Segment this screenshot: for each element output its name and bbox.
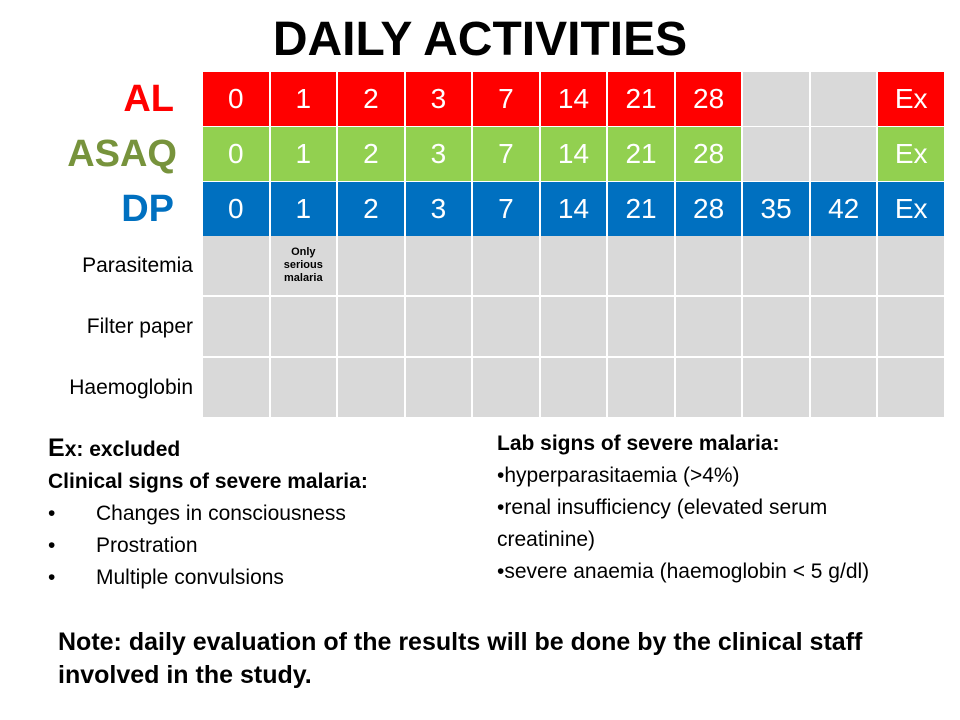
activity-cell — [608, 297, 674, 356]
activity-cell — [608, 358, 674, 417]
lab-signs-block: Lab signs of severe malaria: •hyperparas… — [497, 428, 897, 588]
arm-label-al: AL — [123, 78, 174, 120]
arm-label-asaq: ASAQ — [67, 133, 177, 175]
schedule-cell: 0 — [203, 72, 269, 126]
clinical-sign-item: Multiple convulsions — [48, 562, 468, 594]
activity-cell — [878, 297, 944, 356]
activity-cell — [878, 236, 944, 295]
activity-cell — [473, 236, 539, 295]
activity-cell — [810, 236, 877, 295]
schedule-cell: 0 — [203, 182, 269, 236]
schedule-cell: 1 — [270, 182, 337, 236]
activity-cell — [338, 297, 404, 356]
schedule-cell: Ex — [878, 182, 944, 236]
activity-cell — [878, 358, 944, 417]
activity-cell — [203, 297, 269, 356]
activity-cell — [540, 358, 607, 417]
activity-cell — [405, 358, 472, 417]
schedule-cell: 2 — [338, 127, 404, 181]
schedule-cell: 7 — [473, 72, 539, 126]
activity-cell — [405, 297, 472, 356]
clinical-sign-item: Prostration — [48, 530, 468, 562]
lab-signs-heading: Lab signs of severe malaria: — [497, 432, 780, 455]
activity-label: Filter paper — [86, 315, 193, 338]
activity-cell — [405, 236, 472, 295]
schedule-cell: 14 — [540, 182, 607, 236]
schedule-cell: 0 — [203, 127, 269, 181]
page-title: DAILY ACTIVITIES — [272, 13, 688, 66]
activity-cell — [473, 297, 539, 356]
schedule-cell: 35 — [743, 182, 809, 236]
schedule-cell: 14 — [540, 72, 607, 126]
schedule-cell: 2 — [338, 182, 404, 236]
schedule-cell: 28 — [675, 182, 742, 236]
activity-cell — [338, 236, 404, 295]
activity-cell — [675, 297, 742, 356]
activity-grid: Only serious malaria — [203, 236, 944, 417]
schedule-cell: 7 — [473, 182, 539, 236]
schedule-cell: 42 — [810, 182, 877, 236]
ex-key: E — [48, 434, 65, 462]
ex-definition: x: excluded — [64, 438, 181, 461]
activity-cell — [743, 297, 809, 356]
schedule-cell: 3 — [405, 72, 472, 126]
cell-note: Only serious malaria — [283, 246, 323, 284]
schedule-row-dp: 0 1 2 3 7 14 21 28 35 42 Ex — [203, 182, 944, 236]
activity-label: Haemoglobin — [69, 376, 193, 399]
schedule-cell: 14 — [540, 127, 607, 181]
schedule-cell: Ex — [878, 127, 944, 181]
activity-cell — [810, 297, 877, 356]
activity-cell — [270, 358, 337, 417]
activity-cell — [608, 236, 674, 295]
legend-block: Ex: excluded Clinical signs of severe ma… — [48, 432, 468, 594]
lab-signs-list: •hyperparasitaemia (>4%) •renal insuffici… — [497, 460, 897, 588]
lab-sign-item: •hyperparasitaemia (>4%) — [497, 464, 740, 487]
activity-cell — [810, 358, 877, 417]
activity-cell: Only serious malaria — [270, 236, 337, 295]
activity-cell — [203, 358, 269, 417]
evaluation-note: Note: daily evaluation of the results wi… — [58, 628, 863, 689]
schedule-cell: 28 — [675, 127, 742, 181]
activity-cell — [743, 236, 809, 295]
clinical-signs-list: Changes in consciousnessProstrationMulti… — [48, 498, 468, 594]
clinical-signs-heading: Clinical signs of severe malaria: — [48, 470, 368, 493]
arm-label-dp: DP — [121, 188, 174, 230]
schedule-cell — [810, 127, 877, 181]
schedule-cell: 7 — [473, 127, 539, 181]
lab-sign-item: •severe anaemia (haemoglobin < 5 g/dl) — [497, 560, 870, 583]
schedule-cell: 21 — [608, 127, 674, 181]
schedule-cell: 1 — [270, 127, 337, 181]
activity-cell — [540, 236, 607, 295]
schedule-cell — [743, 127, 809, 181]
schedule-cell: 28 — [675, 72, 742, 126]
activity-cell — [270, 297, 337, 356]
activity-cell — [743, 358, 809, 417]
schedule-cell: 1 — [270, 72, 337, 126]
activity-cell — [473, 358, 539, 417]
activity-cell — [675, 236, 742, 295]
schedule-cell: 21 — [608, 182, 674, 236]
schedule-cell — [810, 72, 877, 126]
schedule-cell: Ex — [878, 72, 944, 126]
schedule-cell — [743, 72, 809, 126]
activity-label: Parasitemia — [82, 254, 193, 277]
schedule-cell: 3 — [405, 182, 472, 236]
schedule-cell: 3 — [405, 127, 472, 181]
activity-cell — [675, 358, 742, 417]
ex-legend: Ex: excluded — [48, 432, 468, 466]
clinical-sign-item: Changes in consciousness — [48, 498, 468, 530]
lab-sign-item: •renal insufficiency (elevated serum cre… — [497, 496, 828, 551]
schedule-cell: 21 — [608, 72, 674, 126]
schedule-row-asaq: 0 1 2 3 7 14 21 28 Ex — [203, 127, 944, 181]
activity-cell — [540, 297, 607, 356]
schedule-row-al: 0 1 2 3 7 14 21 28 Ex — [203, 72, 944, 126]
schedule-cell: 2 — [338, 72, 404, 126]
activity-cell — [203, 236, 269, 295]
activity-cell — [338, 358, 404, 417]
